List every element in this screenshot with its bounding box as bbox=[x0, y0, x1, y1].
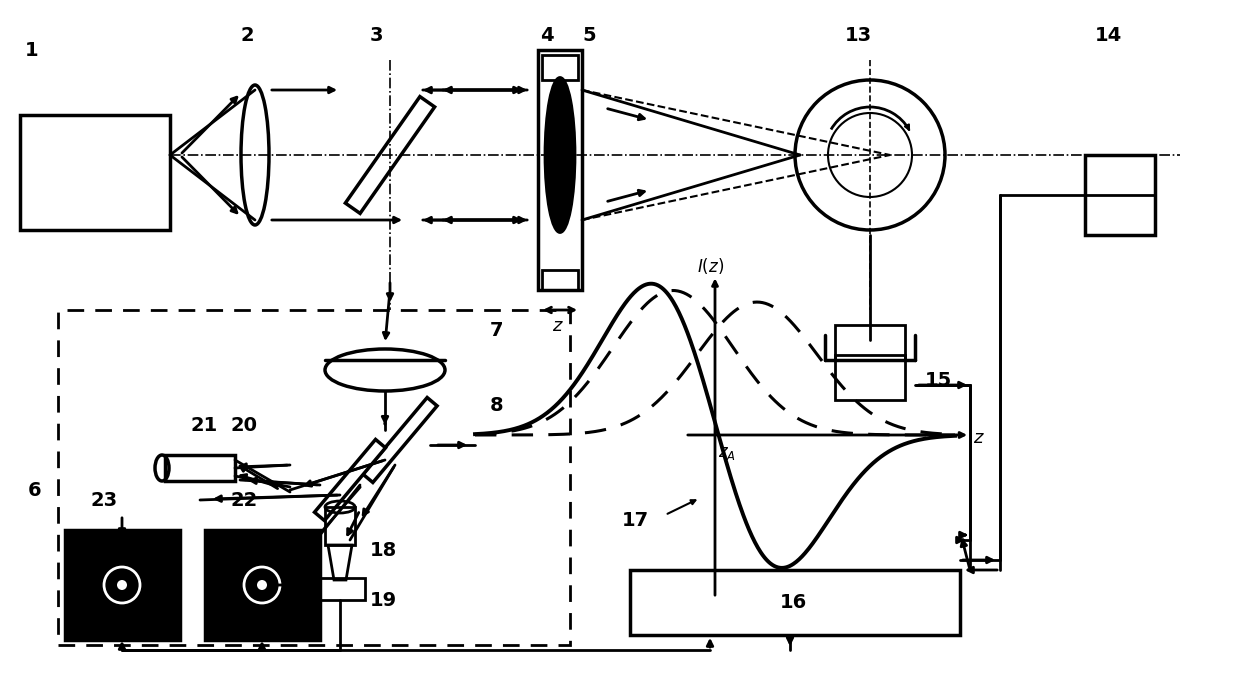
Text: 7: 7 bbox=[490, 321, 503, 340]
Bar bbox=[325, 507, 355, 545]
Text: $I(z)$: $I(z)$ bbox=[697, 256, 724, 277]
Circle shape bbox=[117, 580, 126, 590]
Bar bbox=[64, 530, 180, 640]
Text: z: z bbox=[552, 317, 562, 335]
Text: z: z bbox=[973, 429, 982, 447]
Ellipse shape bbox=[546, 78, 575, 232]
Polygon shape bbox=[363, 398, 438, 482]
Circle shape bbox=[257, 580, 267, 590]
Bar bbox=[20, 115, 170, 230]
Bar bbox=[538, 50, 582, 290]
Text: 15: 15 bbox=[925, 371, 952, 390]
Text: 19: 19 bbox=[370, 591, 397, 610]
Text: 16: 16 bbox=[780, 593, 807, 612]
Bar bbox=[165, 455, 236, 481]
Bar bbox=[630, 570, 960, 635]
Polygon shape bbox=[315, 439, 386, 520]
Bar bbox=[542, 55, 578, 80]
Text: 14: 14 bbox=[1095, 26, 1122, 45]
Bar bbox=[835, 355, 905, 400]
Text: 18: 18 bbox=[370, 541, 397, 560]
Text: 4: 4 bbox=[539, 26, 553, 45]
Text: 22: 22 bbox=[229, 491, 257, 510]
Text: 1: 1 bbox=[25, 41, 38, 60]
Text: 5: 5 bbox=[582, 26, 595, 45]
Bar bbox=[1085, 155, 1154, 235]
Bar bbox=[315, 578, 365, 600]
Text: 3: 3 bbox=[370, 26, 383, 45]
Bar bbox=[542, 270, 578, 290]
Polygon shape bbox=[346, 96, 435, 213]
Text: 17: 17 bbox=[622, 511, 649, 530]
Text: 21: 21 bbox=[190, 416, 217, 435]
Text: 6: 6 bbox=[29, 481, 42, 500]
Text: 20: 20 bbox=[229, 416, 257, 435]
Bar bbox=[58, 310, 570, 645]
Text: 13: 13 bbox=[844, 26, 872, 45]
Bar bbox=[835, 325, 905, 360]
Bar bbox=[205, 530, 320, 640]
Text: $z_A$: $z_A$ bbox=[718, 444, 735, 462]
Text: 23: 23 bbox=[91, 491, 117, 510]
Text: 2: 2 bbox=[241, 26, 254, 45]
Text: 8: 8 bbox=[490, 396, 503, 415]
